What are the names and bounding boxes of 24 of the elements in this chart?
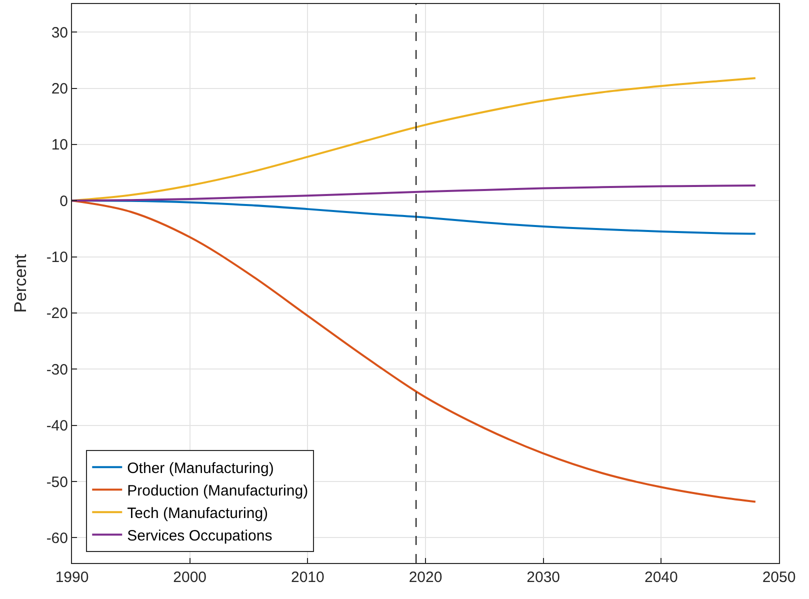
y-tick-label: -30: [46, 361, 68, 378]
y-tick-label: 30: [51, 24, 68, 42]
x-tick-label: 2030: [526, 569, 560, 586]
y-tick-label: -40: [46, 418, 68, 435]
legend-label: Other (Manufacturing): [127, 460, 274, 477]
y-axis-title: Percent: [10, 254, 30, 313]
x-tick-label: 2000: [173, 569, 207, 586]
y-tick-label: -60: [46, 530, 68, 547]
x-tick-label: 2020: [408, 569, 442, 586]
y-tick-label: 0: [60, 192, 68, 210]
y-tick-label: -20: [46, 305, 68, 322]
y-tick-label: -50: [46, 474, 68, 491]
x-tick-label: 1990: [55, 569, 89, 586]
line-series: [72, 184, 756, 202]
legend-label: Production (Manufacturing): [127, 482, 308, 500]
legend-label: Services Occupations: [127, 527, 272, 544]
line-series: [72, 200, 756, 503]
x-tick-label: 2010: [290, 569, 324, 586]
x-tick-label: 2040: [644, 569, 678, 586]
y-tick-label: 10: [51, 136, 68, 154]
y-tick-label: 20: [51, 80, 68, 98]
y-tick-label: -10: [46, 249, 68, 266]
x-tick-label: 2050: [762, 569, 796, 586]
legend-label: Tech (Manufacturing): [127, 504, 268, 522]
